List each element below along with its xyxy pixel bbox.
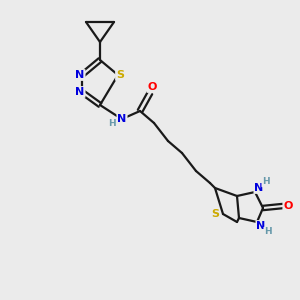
Text: H: H xyxy=(262,178,270,187)
Text: N: N xyxy=(256,221,266,231)
Text: S: S xyxy=(211,209,219,219)
Text: N: N xyxy=(75,87,85,97)
Text: S: S xyxy=(116,70,124,80)
Text: O: O xyxy=(147,82,157,92)
Text: H: H xyxy=(264,227,272,236)
Text: N: N xyxy=(117,114,127,124)
Text: N: N xyxy=(75,70,85,80)
Text: H: H xyxy=(108,119,116,128)
Text: O: O xyxy=(283,201,293,211)
Text: N: N xyxy=(254,183,264,193)
